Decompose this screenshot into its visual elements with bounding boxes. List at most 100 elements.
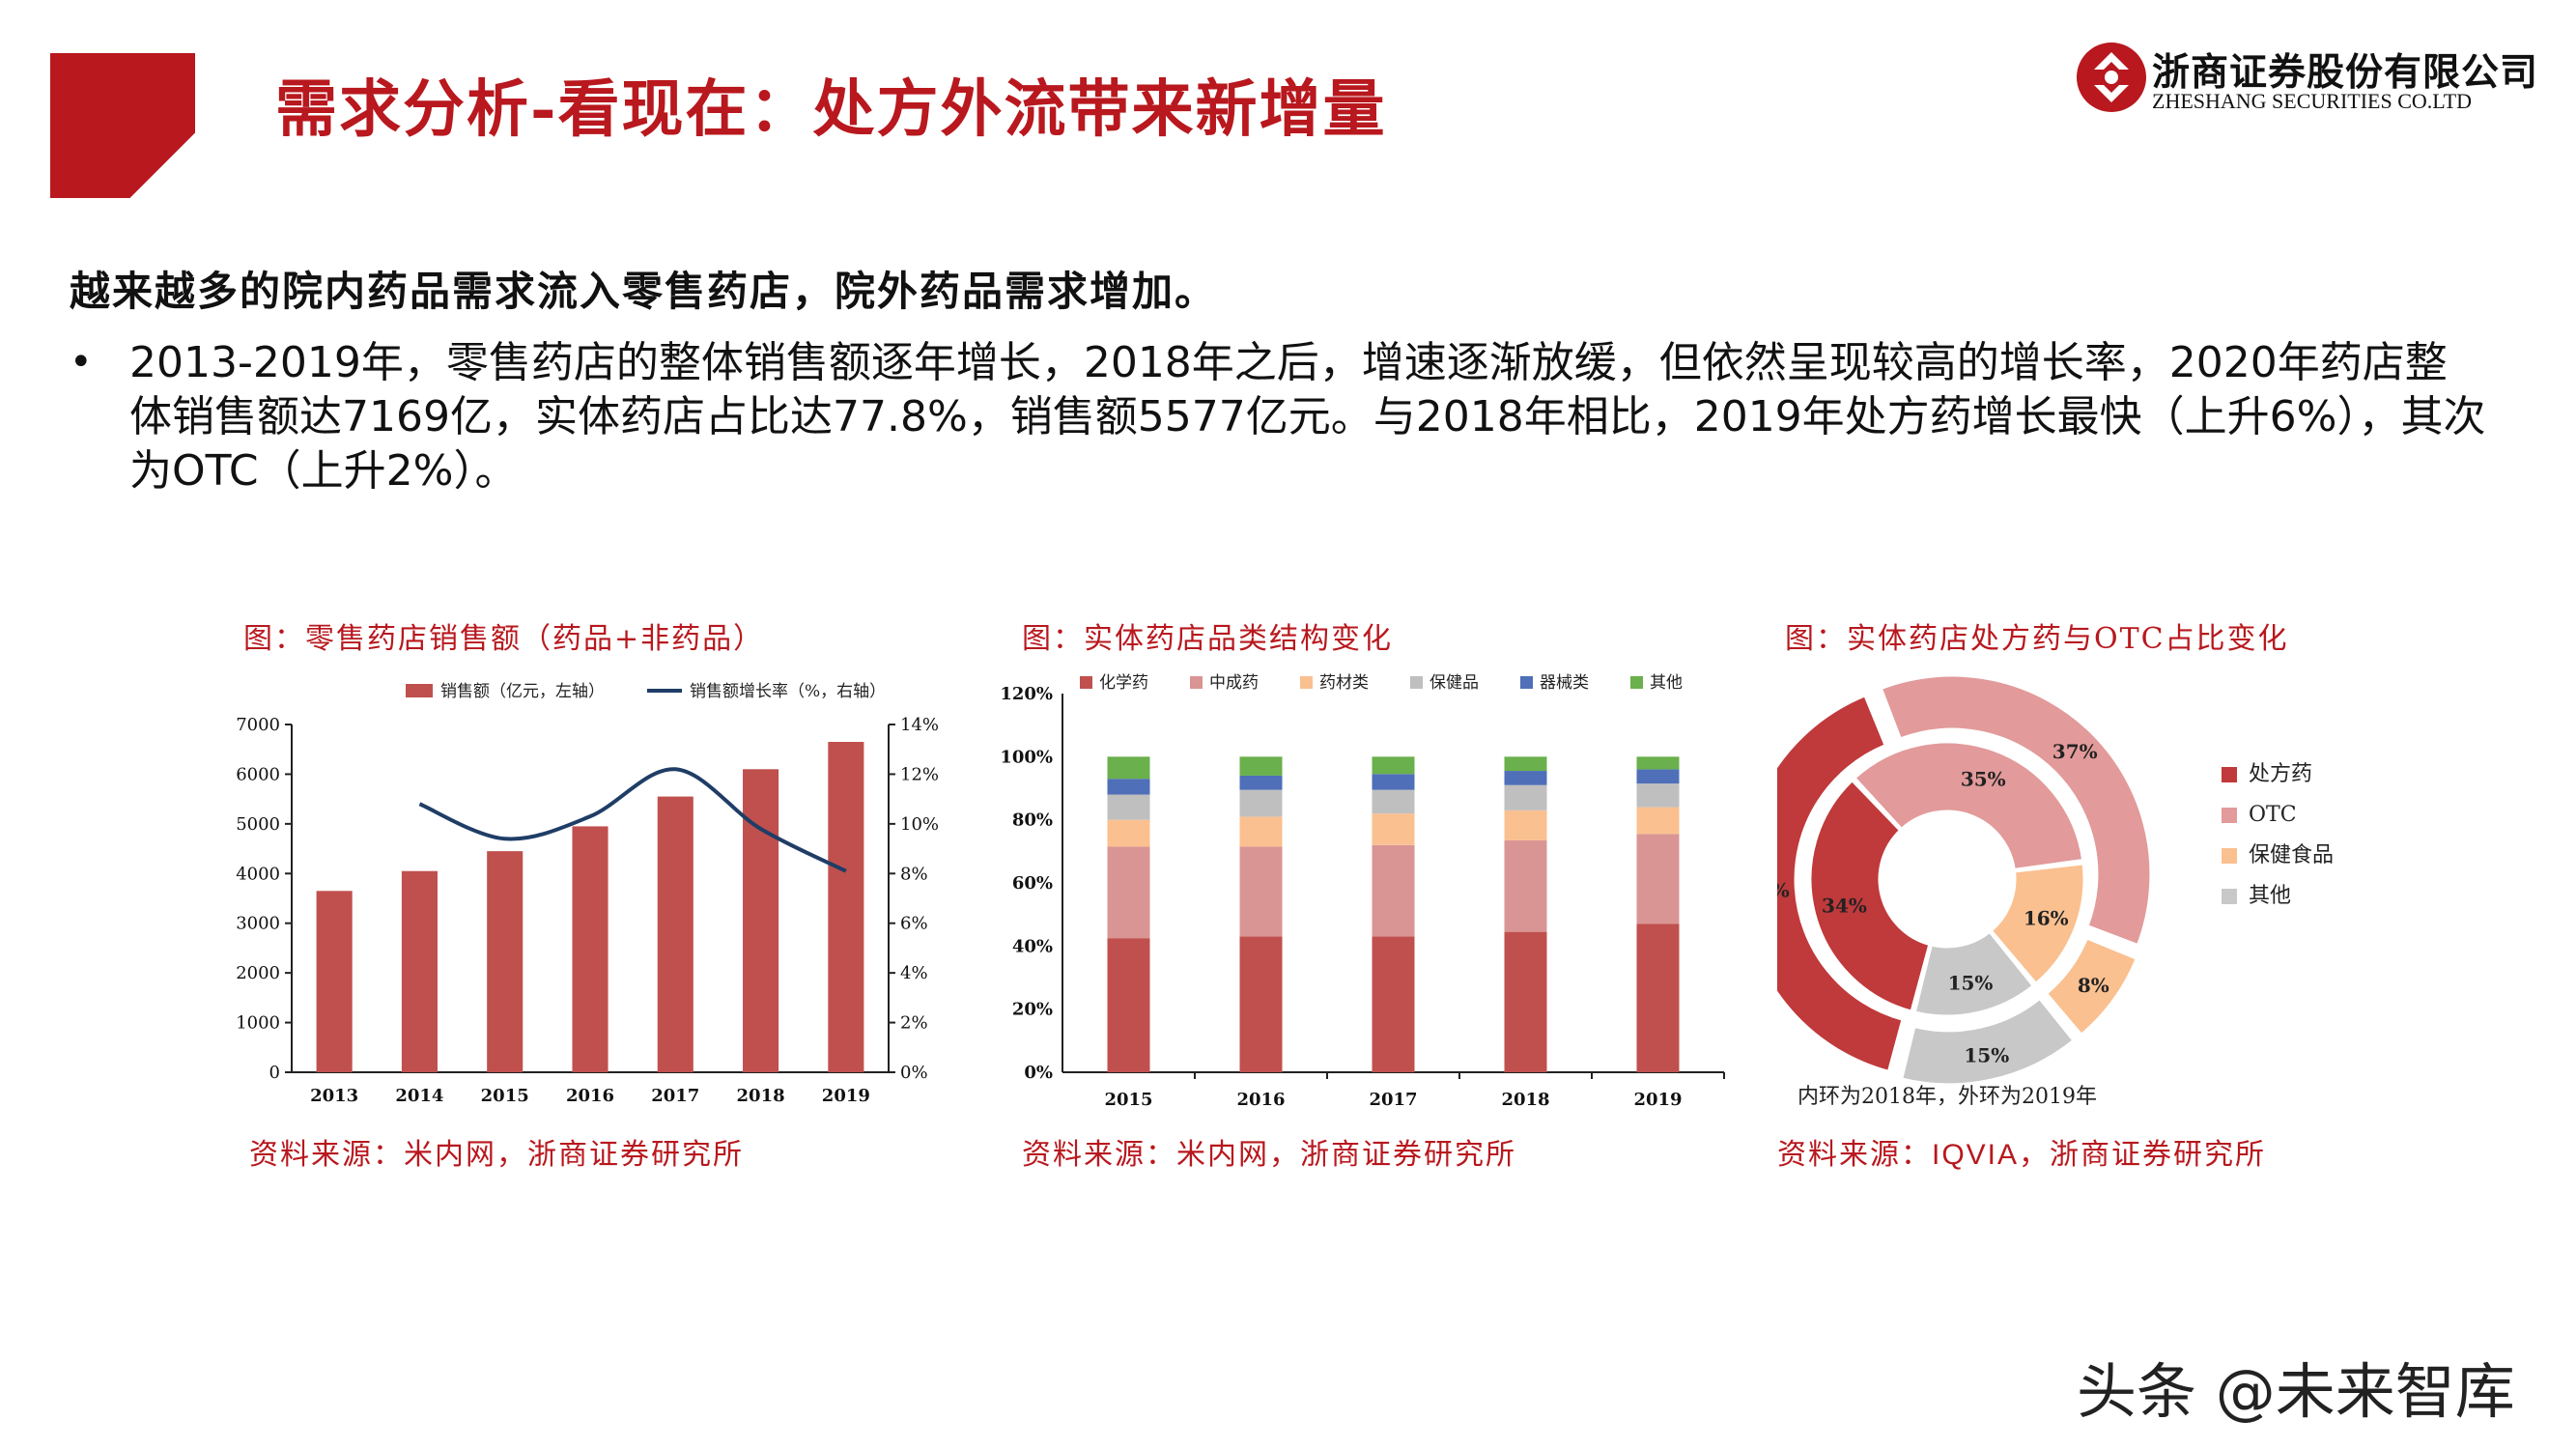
stacked-segment-其他 (1504, 756, 1547, 772)
inner-ring-slice-处方药 (1808, 778, 1932, 1013)
legend-swatch (2222, 889, 2237, 904)
chart3-ring-note: 内环为2018年，外环为2019年 (1798, 1085, 2097, 1109)
y2-tick-label: 2% (900, 1013, 928, 1034)
stacked-segment-保健品 (1636, 783, 1680, 808)
legend-label: 处方药 (2249, 762, 2312, 786)
lead-sentence: 越来越多的院内药品需求流入零售药店，院外药品需求增加。 (70, 268, 1218, 315)
stacked-segment-其他 (1107, 756, 1150, 780)
inner-ring-label: 34% (1822, 894, 1867, 917)
stacked-segment-药材类 (1636, 807, 1680, 835)
x-tick-label: 2018 (737, 1086, 785, 1106)
bar-sales (828, 742, 864, 1072)
stacked-segment-器械类 (1107, 779, 1150, 795)
inner-ring-slice-保健食品 (1989, 862, 2086, 986)
x-tick-label: 2019 (1633, 1090, 1682, 1110)
stacked-segment-中成药 (1239, 846, 1283, 937)
chart3-title: 图：实体药店处方药与OTC占比变化 (1785, 622, 2289, 656)
stacked-segment-器械类 (1636, 769, 1680, 784)
x-tick-label: 2017 (1369, 1090, 1417, 1110)
legend-swatch (1410, 676, 1423, 689)
legend-label-sales: 销售额（亿元，左轴） (440, 682, 605, 701)
bullet-dot: • (70, 340, 93, 384)
stacked-segment-药材类 (1107, 819, 1150, 847)
y-tick-label: 80% (1012, 810, 1053, 831)
y2-tick-label: 12% (900, 764, 939, 784)
outer-ring-label: 37% (2052, 740, 2098, 763)
y2-tick-label: 6% (900, 914, 928, 934)
chart3-rx-otc-donut: 34% 35% 16% 15% 40% 37% 8% 15% 处方药 OTC 保健食品其他内环为20… (1777, 673, 2334, 1109)
bar-sales (657, 796, 694, 1072)
chart3-source-prefix: 资料来源： (1777, 1138, 1932, 1172)
stacked-segment-中成药 (1504, 839, 1547, 932)
stacked-segment-化学药 (1239, 936, 1283, 1072)
legend-swatch (2222, 848, 2237, 864)
legend-label: OTC (2249, 803, 2297, 827)
chart1-title: 图：零售药店销售额（药品+非药品） (243, 622, 765, 656)
inner-ring-slice-OTC (1852, 740, 2085, 872)
outer-ring-slice-其他 (1899, 996, 2077, 1087)
company-name-cn: 浙商证券股份有限公司 (2152, 50, 2539, 95)
x-tick-label: 2016 (1236, 1090, 1285, 1110)
stacked-segment-化学药 (1504, 931, 1547, 1072)
y2-tick-label: 10% (900, 814, 939, 835)
stacked-segment-保健品 (1107, 794, 1150, 820)
y-tick-label: 40% (1012, 936, 1053, 956)
slide-title: 需求分析-看现在：处方外流带来新增量 (275, 73, 1387, 146)
outer-ring-label: 40% (1777, 879, 1790, 902)
chart3-source-suffix: ，浙商证券研究所 (2019, 1138, 2267, 1172)
legend-label: 保健品 (1430, 673, 1479, 693)
legend-label: 其他 (2249, 884, 2291, 908)
inner-ring-label: 15% (1948, 971, 1994, 994)
outer-ring-slice-保健食品 (2044, 936, 2139, 1037)
stacked-segment-化学药 (1636, 923, 1680, 1072)
stacked-segment-其他 (1636, 756, 1680, 770)
x-tick-label: 2019 (822, 1086, 870, 1106)
company-name-en: ZHESHANG SECURITIES CO.LTD (2152, 89, 2473, 113)
legend-swatch (1190, 676, 1203, 689)
stacked-segment-药材类 (1372, 813, 1415, 845)
legend-swatch (2222, 767, 2237, 782)
chart2-source: 资料来源：米内网，浙商证券研究所 (1022, 1138, 1516, 1172)
legend-label: 中成药 (1209, 673, 1259, 693)
y-tick-label: 1000 (236, 1013, 280, 1034)
stacked-segment-器械类 (1372, 774, 1415, 790)
stacked-segment-其他 (1239, 756, 1283, 776)
bar-sales (316, 891, 353, 1072)
line-growth-rate (418, 767, 847, 873)
y-tick-label: 20% (1012, 1000, 1053, 1020)
legend-label: 器械类 (1540, 673, 1589, 693)
outer-ring-label: 15% (1964, 1043, 2009, 1066)
bar-sales (572, 826, 609, 1072)
bar-sales (401, 870, 438, 1072)
stacked-segment-化学药 (1372, 936, 1415, 1072)
chart1-sales-bar-line: 销售额（亿元，左轴） 销售额增长率（%，右轴） 0 1000 2000 3000 4000 5… (236, 682, 939, 1106)
chart3-source-highlight: IQVIA (1932, 1139, 2020, 1171)
chart2-category-stacked-bar: 化学药 中成药 药材类 保健品 器械类 其他 0% 20% 40% 60% 80% 100% 120% 2… (1000, 673, 1725, 1110)
y-tick-label: 7000 (236, 715, 280, 735)
bar-sales (487, 851, 524, 1072)
stacked-segment-中成药 (1107, 846, 1150, 939)
y-tick-label: 0 (269, 1063, 280, 1083)
stacked-segment-器械类 (1504, 771, 1547, 785)
y-tick-label: 6000 (236, 764, 280, 784)
watermark: 头条 @未来智库 (2077, 1356, 2515, 1427)
inner-ring-slice-其他 (1912, 929, 2036, 1018)
stacked-segment-中成药 (1372, 844, 1415, 937)
legend-swatch (1300, 676, 1313, 689)
inner-ring-label: 16% (2024, 906, 2069, 929)
stacked-segment-保健品 (1372, 789, 1415, 814)
y-tick-label: 3000 (236, 914, 280, 934)
legend-swatch (1080, 676, 1092, 689)
legend-label: 化学药 (1099, 673, 1148, 693)
x-tick-label: 2016 (566, 1086, 614, 1106)
legend-label: 药材类 (1319, 673, 1369, 693)
y-tick-label: 120% (1000, 684, 1053, 704)
y2-tick-label: 0% (900, 1063, 928, 1083)
x-tick-label: 2015 (481, 1086, 529, 1106)
y-tick-label: 0% (1024, 1063, 1053, 1083)
x-tick-label: 2015 (1104, 1090, 1152, 1110)
legend-swatch (1630, 676, 1643, 689)
outer-ring-slice-处方药 (1777, 693, 1905, 1074)
y-tick-label: 2000 (236, 963, 280, 983)
y-tick-label: 100% (1000, 747, 1053, 767)
